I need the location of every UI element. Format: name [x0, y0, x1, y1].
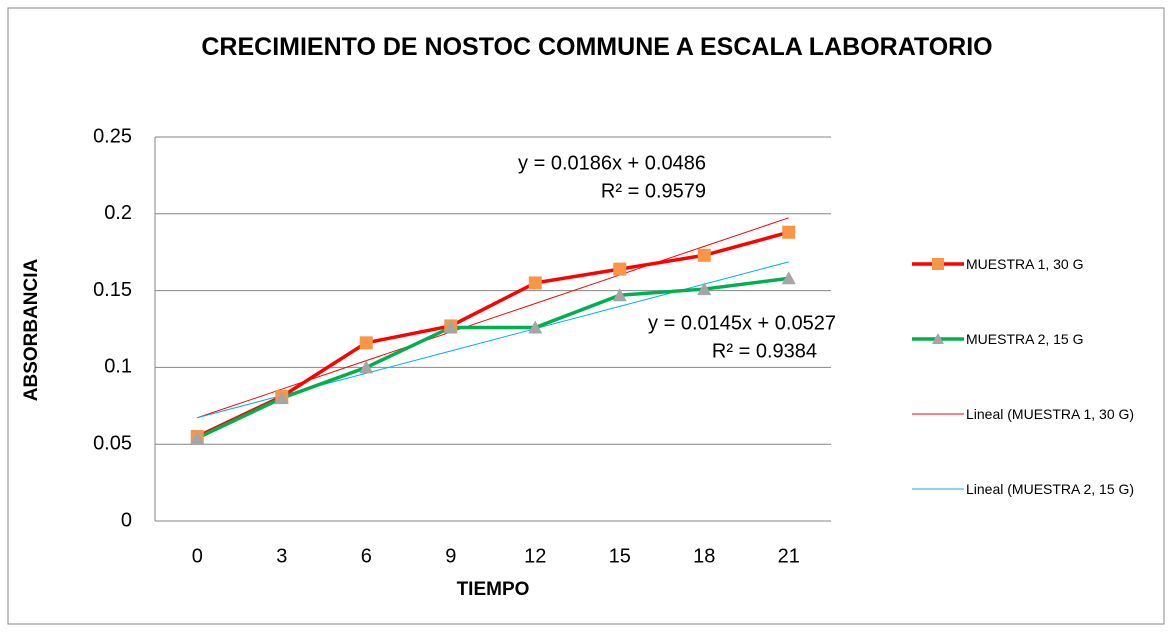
marker [359, 360, 374, 374]
marker [782, 225, 796, 239]
x-axis-title: TIEMPO [457, 579, 530, 600]
x-tick-label: 0 [192, 545, 203, 567]
marker [612, 288, 627, 302]
x-tick-label: 3 [276, 545, 287, 567]
y-tick-label: 0.25 [93, 125, 132, 147]
y-axis-title: ABSORBANCIA [21, 258, 42, 401]
x-tick-label: 18 [693, 545, 715, 567]
y-tick-label: 0.1 [104, 356, 132, 378]
series-line [196, 230, 790, 439]
marker [613, 262, 627, 276]
legend-label: MUESTRA 1, 30 G [966, 256, 1084, 272]
marker [528, 320, 543, 334]
chart-border [7, 7, 1165, 625]
annotation: y = 0.0145x + 0.0527 [648, 312, 836, 334]
legend-label: MUESTRA 2, 15 G [966, 331, 1084, 347]
marker [781, 271, 796, 285]
marker [359, 336, 373, 350]
legend-label: Lineal (MUESTRA 2, 15 G) [966, 481, 1135, 497]
marker [443, 320, 458, 334]
x-tick-label: 21 [778, 545, 800, 567]
x-tick-label: 6 [361, 545, 372, 567]
series-line [196, 276, 789, 440]
x-tick-label: 12 [524, 545, 546, 567]
y-tick-label: 0.05 [93, 432, 132, 454]
annotation: y = 0.0186x + 0.0486 [518, 152, 706, 174]
y-tick-label: 0.2 [104, 202, 132, 224]
marker [190, 431, 205, 445]
y-tick-label: 0 [121, 509, 132, 531]
legend-marker [932, 333, 944, 344]
marker [274, 391, 289, 405]
marker [528, 276, 542, 290]
x-tick-label: 9 [445, 545, 456, 567]
marker [697, 282, 712, 296]
series-line [197, 217, 789, 419]
annotation: R² = 0.9384 [712, 340, 817, 362]
annotation: R² = 0.9579 [601, 180, 706, 202]
legend-label: Lineal (MUESTRA 1, 30 G) [966, 406, 1135, 422]
legend-marker [932, 258, 944, 270]
marker [697, 248, 711, 262]
chart-title: CRECIMIENTO DE NOSTOC COMMUNE A ESCALA L… [201, 33, 993, 61]
x-tick-label: 15 [609, 545, 631, 567]
y-tick-label: 0.15 [93, 279, 132, 301]
